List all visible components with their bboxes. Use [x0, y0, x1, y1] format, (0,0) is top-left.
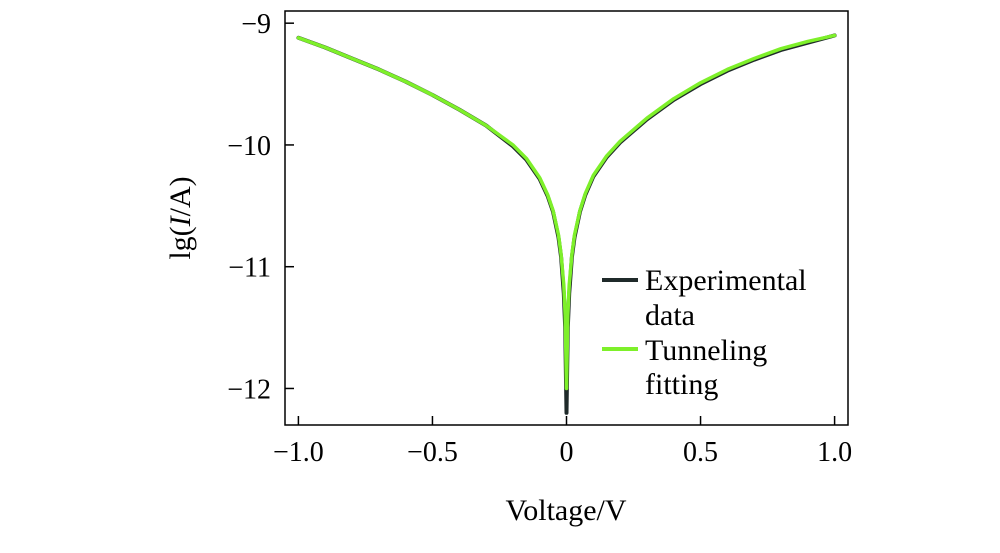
y-tick-label: −10 [227, 131, 271, 162]
y-tick-label: −9 [241, 9, 271, 40]
y-tick-label: −12 [227, 374, 271, 405]
legend-label-tunneling-line1: Tunneling [645, 334, 767, 367]
x-tick-label: −1.0 [273, 437, 324, 468]
x-tick-label: 0.5 [683, 437, 718, 468]
x-axis-label: Voltage/V [505, 494, 626, 527]
y-axis: −9 −10 −11 −12 [227, 9, 294, 405]
legend-label-experimental-line1: Experimental [645, 264, 807, 297]
y-axis-label-prefix: lg( [164, 226, 197, 259]
x-tick-label: −0.5 [407, 437, 458, 468]
y-axis-label-italic: I [164, 214, 197, 227]
x-tick-label: 0 [560, 437, 574, 468]
y-tick-label: −11 [228, 253, 271, 284]
x-axis: −1.0 −0.5 0 0.5 1.0 [273, 416, 852, 468]
legend: Experimental data Tunneling fitting [602, 264, 807, 401]
y-axis-label: lg(I/A) [164, 176, 197, 259]
x-tick-label: 1.0 [817, 437, 852, 468]
series-line-1 [296, 33, 837, 391]
series-layer [296, 33, 837, 415]
legend-label-tunneling-line2: fitting [645, 368, 718, 401]
legend-label-experimental-line2: data [645, 299, 695, 332]
y-axis-label-suffix: /A) [164, 176, 197, 216]
